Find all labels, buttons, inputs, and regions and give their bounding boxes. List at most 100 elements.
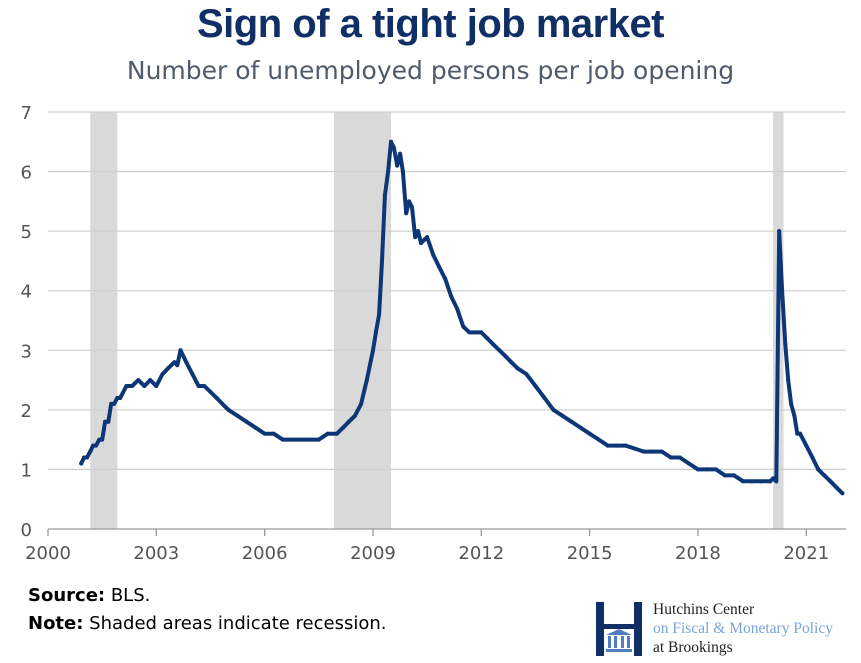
data-point [491, 342, 496, 347]
data-point [783, 342, 788, 347]
data-point [714, 467, 719, 472]
data-point [723, 473, 728, 478]
data-point [792, 413, 797, 418]
data-point [395, 163, 400, 168]
data-point [416, 229, 421, 234]
data-point [136, 378, 141, 383]
data-point [668, 455, 673, 460]
series-line-unemployed-per-opening [79, 139, 845, 496]
data-point [810, 455, 815, 460]
series-layer [79, 139, 845, 496]
data-point [160, 372, 165, 377]
chart-subtitle: Number of unemployed persons per job ope… [126, 56, 735, 85]
data-point [100, 437, 105, 442]
y-tick-label: 1 [21, 460, 32, 481]
y-tick-label: 5 [21, 222, 32, 243]
data-point [695, 467, 700, 472]
data-point [524, 372, 529, 377]
note-text: Shaded areas indicate recession. [83, 613, 387, 634]
data-point [816, 467, 821, 472]
data-point [84, 455, 89, 460]
data-point [271, 431, 276, 436]
data-point [341, 425, 346, 430]
x-tick-label: 2006 [242, 543, 288, 564]
data-point [280, 437, 285, 442]
data-point [130, 384, 135, 389]
data-point [650, 449, 655, 454]
data-point [109, 401, 114, 406]
x-tick-label: 2021 [783, 543, 829, 564]
data-point [404, 211, 409, 216]
data-point [587, 431, 592, 436]
data-point [214, 395, 219, 400]
data-point [795, 431, 800, 436]
data-point [377, 312, 382, 317]
data-point [774, 479, 779, 484]
data-point [780, 288, 785, 293]
data-point [148, 378, 153, 383]
data-point [768, 479, 773, 484]
y-tick-label: 3 [21, 341, 32, 362]
data-point [124, 384, 129, 389]
logo-line-2: on Fiscal & Monetary Policy [653, 620, 833, 637]
data-point [325, 431, 330, 436]
data-point [789, 401, 794, 406]
data-point [373, 330, 378, 335]
x-tick-label: 2012 [458, 543, 504, 564]
data-point [659, 449, 664, 454]
data-point [154, 384, 159, 389]
data-point [196, 384, 201, 389]
data-point [515, 366, 520, 371]
data-point [686, 461, 691, 466]
data-point [804, 443, 809, 448]
y-tick-label: 2 [21, 401, 32, 422]
data-point [704, 467, 709, 472]
data-point [91, 443, 96, 448]
data-point [425, 235, 430, 240]
chart-title: Sign of a tight job market [196, 2, 665, 46]
data-point [400, 169, 405, 174]
data-point [578, 425, 583, 430]
data-point [828, 479, 833, 484]
data-point [175, 363, 180, 368]
chart-notes: Source: BLS. Note: Shaded areas indicate… [28, 582, 387, 638]
data-point [364, 378, 369, 383]
data-point [82, 455, 87, 460]
data-point [449, 294, 454, 299]
gridlines [48, 111, 846, 530]
data-point [732, 473, 737, 478]
data-point [184, 360, 189, 365]
data-point [596, 437, 601, 442]
data-point [202, 384, 207, 389]
data-point [346, 419, 351, 424]
data-point [244, 419, 249, 424]
data-point [741, 479, 746, 484]
data-point [112, 401, 117, 406]
data-point [334, 431, 339, 436]
data-point [370, 348, 375, 353]
data-point [97, 437, 102, 442]
data-point [822, 473, 827, 478]
y-tick-label: 0 [21, 520, 32, 541]
data-point [632, 446, 637, 451]
note-label: Note: [28, 613, 84, 634]
data-point [386, 169, 391, 174]
data-point [497, 348, 502, 353]
data-point [382, 193, 387, 198]
recession-bands [90, 112, 784, 529]
data-point [352, 413, 357, 418]
data-point [79, 461, 84, 466]
data-point [759, 479, 764, 484]
building-logo-icon [596, 602, 642, 656]
data-point [298, 437, 303, 442]
data-point [88, 449, 93, 454]
source-line: Source: BLS. [28, 582, 387, 610]
data-point [551, 407, 556, 412]
data-point [533, 384, 538, 389]
data-point [437, 264, 442, 269]
data-point [840, 491, 845, 496]
data-point [172, 360, 177, 365]
data-point [389, 139, 394, 144]
data-point [142, 384, 147, 389]
hutchins-center-logo: Hutchins Center on Fiscal & Monetary Pol… [596, 600, 858, 658]
